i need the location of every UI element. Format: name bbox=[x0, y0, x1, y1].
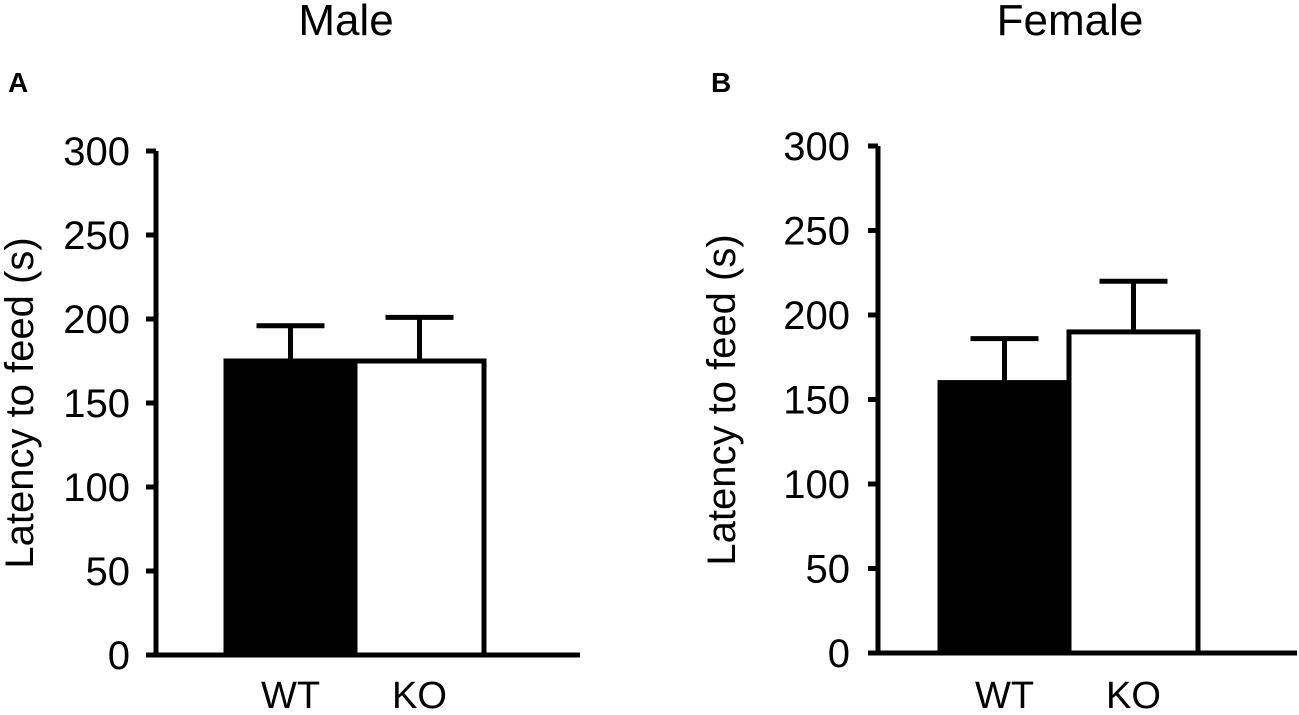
panel-male: Male A Latency to feed (s) WT KO 0 50 100 150… bbox=[0, 0, 580, 715]
bar-ko bbox=[1066, 329, 1201, 656]
y-tick-label: 100 bbox=[783, 463, 850, 507]
y-tick-label: 0 bbox=[828, 632, 850, 676]
panel-letter: A bbox=[8, 67, 28, 98]
y-axis-label: Latency to feed (s) bbox=[0, 237, 42, 568]
y-tick-label: 250 bbox=[783, 210, 850, 254]
y-tick-label: 150 bbox=[63, 382, 130, 426]
panel-female: Female B Latency to feed (s) WT KO 0 50 100 1… bbox=[700, 0, 1297, 715]
chart-marks: WT KO 0 50 100 150 200 250 300 bbox=[783, 125, 1297, 715]
y-tick-label: 50 bbox=[86, 550, 131, 594]
y-tick-label: 50 bbox=[806, 548, 851, 592]
y-tick-label: 300 bbox=[783, 125, 850, 169]
category-label: KO bbox=[392, 675, 447, 715]
y-tick-label: 200 bbox=[783, 294, 850, 338]
panel-letter: B bbox=[711, 67, 731, 98]
category-label: KO bbox=[1106, 675, 1161, 715]
y-tick-label: 250 bbox=[63, 214, 130, 258]
y-tick-label: 200 bbox=[63, 298, 130, 342]
category-label: WT bbox=[261, 675, 320, 715]
y-tick-label: 0 bbox=[108, 634, 130, 678]
panel-title: Female bbox=[997, 0, 1144, 45]
bar-ko bbox=[352, 358, 487, 658]
y-axis-label: Latency to feed (s) bbox=[700, 234, 744, 565]
y-tick-label: 150 bbox=[783, 379, 850, 423]
bar-wt bbox=[223, 358, 358, 658]
panel-title: Male bbox=[298, 0, 393, 45]
y-tick-label: 300 bbox=[63, 130, 130, 174]
bar-wt bbox=[937, 380, 1072, 656]
chart-marks: WT KO 0 50 100 150 200 250 300 bbox=[63, 130, 580, 715]
category-label: WT bbox=[975, 675, 1034, 715]
y-tick-label: 100 bbox=[63, 466, 130, 510]
